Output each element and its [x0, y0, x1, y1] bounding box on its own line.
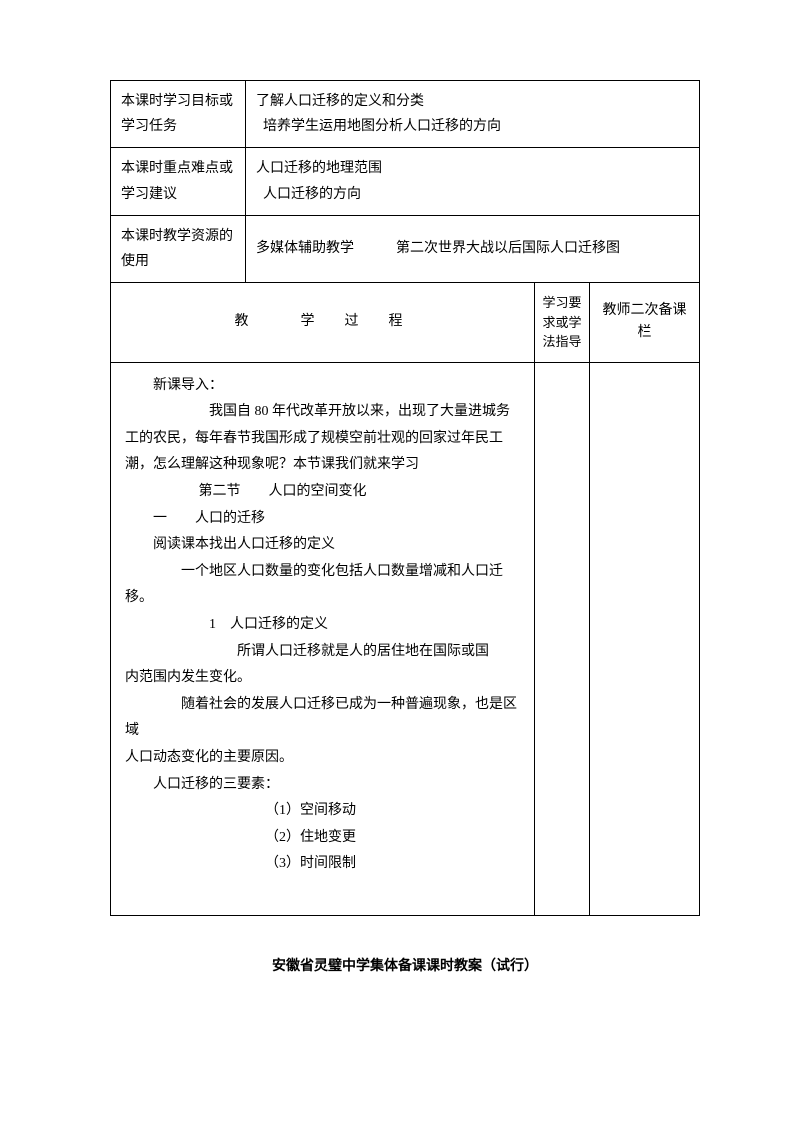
body-l10: 所谓人口迁移就是人的居住地在国际或国: [125, 639, 520, 666]
body-l1: 新课导入：: [125, 373, 520, 400]
body-l11: 内范围内发生变化。: [125, 665, 520, 692]
body-l16: （2）住地变更: [125, 825, 520, 852]
objectives-line1: 了解人口迁移的定义和分类: [256, 89, 689, 114]
objectives-row: 本课时学习目标或学习任务 了解人口迁移的定义和分类 培养学生运用地图分析人口迁移…: [111, 81, 700, 148]
process-body-row: 新课导入： 我国自 80 年代改革开放以来，出现了大量进城务 工的农民，每年春节…: [111, 362, 700, 915]
body-l4: 潮，怎么理解这种现象呢？本节课我们就来学习: [125, 452, 520, 479]
body-l15: （1）空间移动: [125, 798, 520, 825]
study-guide-cell: [535, 362, 590, 915]
objectives-content: 了解人口迁移的定义和分类 培养学生运用地图分析人口迁移的方向: [246, 81, 700, 148]
body-l17: （3）时间限制: [125, 851, 520, 878]
keypoints-content: 人口迁移的地理范围 人口迁移的方向: [246, 148, 700, 215]
body-l12: 随着社会的发展人口迁移已成为一种普遍现象，也是区域: [125, 692, 520, 745]
body-l9: 1 人口迁移的定义: [125, 612, 520, 639]
body-l2: 我国自 80 年代改革开放以来，出现了大量进城务: [125, 399, 520, 426]
process-header-col3: 教师二次备课栏: [590, 283, 700, 363]
body-l7: 阅读课本找出人口迁移的定义: [125, 532, 520, 559]
body-l6: 一 人口的迁移: [125, 506, 520, 533]
process-content: 新课导入： 我国自 80 年代改革开放以来，出现了大量进城务 工的农民，每年春节…: [111, 362, 535, 915]
body-l5: 第二节 人口的空间变化: [125, 479, 520, 506]
keypoints-line2: 人口迁移的方向: [256, 182, 689, 207]
objectives-label: 本课时学习目标或学习任务: [111, 81, 246, 148]
keypoints-line1: 人口迁移的地理范围: [256, 156, 689, 181]
resources-label: 本课时教学资源的使用: [111, 215, 246, 282]
lesson-plan-table: 本课时学习目标或学习任务 了解人口迁移的定义和分类 培养学生运用地图分析人口迁移…: [110, 80, 700, 916]
body-l13: 人口动态变化的主要原因。: [125, 745, 520, 772]
body-l14: 人口迁移的三要素：: [125, 772, 520, 799]
teacher-notes-cell: [590, 362, 700, 915]
body-l3: 工的农民，每年春节我国形成了规模空前壮观的回家过年民工: [125, 426, 520, 453]
process-header-row: 教 学 过 程 学习要求或学法指导 教师二次备课栏: [111, 283, 700, 363]
resources-content: 多媒体辅助教学 第二次世界大战以后国际人口迁移图: [246, 215, 700, 282]
footer-title: 安徽省灵璧中学集体备课课时教案（试行）: [110, 956, 700, 978]
keypoints-row: 本课时重点难点或学习建议 人口迁移的地理范围 人口迁移的方向: [111, 148, 700, 215]
process-header-col1: 教 学 过 程: [111, 283, 535, 363]
body-l8: 一个地区人口数量的变化包括人口数量增减和人口迁移。: [125, 559, 520, 612]
objectives-line2: 培养学生运用地图分析人口迁移的方向: [256, 114, 689, 139]
keypoints-label: 本课时重点难点或学习建议: [111, 148, 246, 215]
process-header-col2: 学习要求或学法指导: [535, 283, 590, 363]
resources-row: 本课时教学资源的使用 多媒体辅助教学 第二次世界大战以后国际人口迁移图: [111, 215, 700, 282]
